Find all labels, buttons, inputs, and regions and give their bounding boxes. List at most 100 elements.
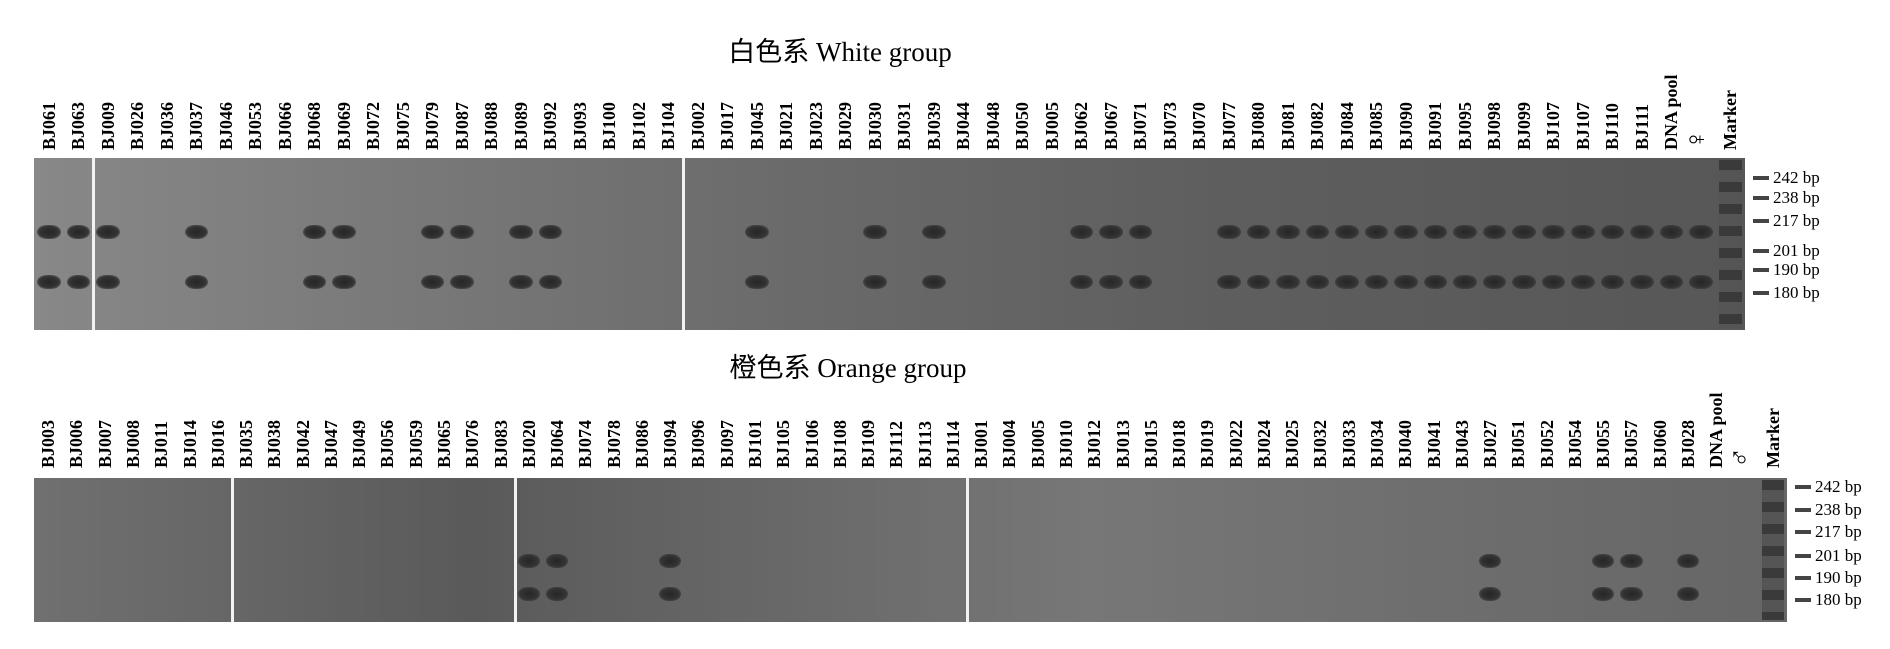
dna-band bbox=[1128, 225, 1152, 239]
lane-label: BJ088 bbox=[481, 101, 502, 150]
lane-label: BJ043 bbox=[1451, 419, 1472, 468]
dna-band bbox=[517, 587, 540, 601]
gel-lane bbox=[204, 478, 232, 622]
gel-lane bbox=[1067, 158, 1097, 330]
lane-label: BJ026 bbox=[127, 101, 148, 150]
size-tick bbox=[1753, 219, 1769, 223]
lane-label: BJ095 bbox=[1454, 101, 1475, 150]
gel-lane bbox=[1674, 478, 1702, 622]
lane-label: BJ014 bbox=[179, 419, 200, 468]
gel-lane bbox=[123, 158, 153, 330]
dna-band bbox=[1620, 554, 1643, 568]
dna-band bbox=[1478, 587, 1502, 601]
lane-label: BJ081 bbox=[1277, 101, 1298, 150]
lane-label: BJ035 bbox=[236, 419, 257, 468]
gel-lane bbox=[565, 158, 595, 330]
gel-lane bbox=[1476, 478, 1504, 622]
dna-band bbox=[184, 225, 208, 239]
size-label: 238 bp bbox=[1773, 188, 1820, 207]
dna-band bbox=[1620, 587, 1643, 601]
lane-label: BJ052 bbox=[1536, 419, 1557, 468]
gel-lane bbox=[1096, 158, 1126, 330]
lane-label: BJ111 bbox=[1631, 103, 1652, 150]
lane-label: BJ007 bbox=[94, 419, 115, 468]
gel-lane bbox=[1037, 158, 1067, 330]
gel-lane bbox=[1193, 478, 1221, 622]
lane-label: BJ101 bbox=[744, 419, 765, 468]
dna-band bbox=[37, 275, 61, 289]
lane-label: BJ053 bbox=[245, 101, 266, 150]
size-label: 190 bp bbox=[1815, 568, 1862, 587]
dna-band bbox=[420, 225, 444, 239]
dna-band bbox=[37, 225, 61, 239]
lane-label: BJ024 bbox=[1253, 419, 1274, 468]
dna-band bbox=[659, 587, 682, 601]
lane-label: BJ082 bbox=[1307, 101, 1328, 150]
gel-lane bbox=[270, 158, 300, 330]
lane-label: BJ068 bbox=[304, 101, 325, 150]
gel-lane bbox=[595, 158, 625, 330]
lane-label: BJ030 bbox=[864, 101, 885, 150]
dna-band bbox=[1305, 225, 1329, 239]
gel-lane bbox=[1222, 478, 1250, 622]
lane-label: BJ008 bbox=[122, 419, 143, 468]
lane-label: BJ038 bbox=[264, 419, 285, 468]
lane-label: BJ062 bbox=[1071, 101, 1092, 150]
gel-separator bbox=[682, 158, 685, 330]
size-label: 180 bp bbox=[1815, 590, 1862, 609]
gel-panel-orange bbox=[34, 478, 1787, 622]
lane-label: BJ005 bbox=[1027, 419, 1048, 468]
gel-lane bbox=[628, 478, 656, 622]
gel-lane bbox=[683, 158, 713, 330]
dna-band bbox=[1541, 225, 1565, 239]
lane-label: ♂ bbox=[1724, 447, 1756, 468]
dna-band bbox=[1394, 275, 1418, 289]
lane-label: BJ033 bbox=[1338, 419, 1359, 468]
size-tick bbox=[1795, 508, 1811, 512]
lane-label: BJ097 bbox=[716, 419, 737, 468]
lane-label: BJ077 bbox=[1218, 101, 1239, 150]
dna-band bbox=[1453, 275, 1477, 289]
dna-band bbox=[1217, 275, 1241, 289]
dna-band bbox=[1217, 225, 1241, 239]
gel-lane bbox=[458, 478, 486, 622]
gel-lane bbox=[1419, 478, 1447, 622]
lane-label: BJ047 bbox=[320, 419, 341, 468]
lane-label: BJ075 bbox=[392, 101, 413, 150]
dna-band bbox=[1600, 225, 1624, 239]
gel-lane bbox=[515, 478, 543, 622]
gel-lane bbox=[684, 478, 712, 622]
size-label: 242 bp bbox=[1815, 477, 1862, 496]
dna-band bbox=[509, 275, 533, 289]
gel-lane bbox=[801, 158, 831, 330]
gel-lane bbox=[1504, 478, 1532, 622]
dna-band bbox=[517, 554, 540, 568]
gel-lane bbox=[713, 158, 743, 330]
dna-band bbox=[96, 275, 120, 289]
dna-band bbox=[922, 275, 946, 289]
lane-label: BJ073 bbox=[1159, 101, 1180, 150]
dna-band bbox=[1335, 275, 1359, 289]
lane-label: BJ109 bbox=[858, 419, 879, 468]
dna-band bbox=[1659, 225, 1683, 239]
dna-band bbox=[545, 554, 569, 568]
dna-band bbox=[1364, 225, 1388, 239]
gel-lane bbox=[119, 478, 147, 622]
gel-lane bbox=[826, 478, 854, 622]
dna-band bbox=[1246, 275, 1270, 289]
gel-lane bbox=[599, 478, 627, 622]
size-label: 201 bp bbox=[1773, 241, 1820, 260]
gel-lane bbox=[742, 158, 772, 330]
lane-label: DNA pool bbox=[1706, 392, 1727, 468]
lane-label: BJ107 bbox=[1572, 101, 1593, 150]
gel-lane bbox=[1108, 478, 1136, 622]
lane-label: BJ089 bbox=[510, 101, 531, 150]
dna-band bbox=[450, 225, 474, 239]
size-tick bbox=[1753, 291, 1769, 295]
dna-band bbox=[1659, 275, 1683, 289]
lane-label: BJ085 bbox=[1366, 101, 1387, 150]
lane-label: BJ040 bbox=[1395, 419, 1416, 468]
lane-label: BJ010 bbox=[1056, 419, 1076, 468]
marker-lane bbox=[1759, 478, 1787, 622]
gel-lane bbox=[769, 478, 797, 622]
